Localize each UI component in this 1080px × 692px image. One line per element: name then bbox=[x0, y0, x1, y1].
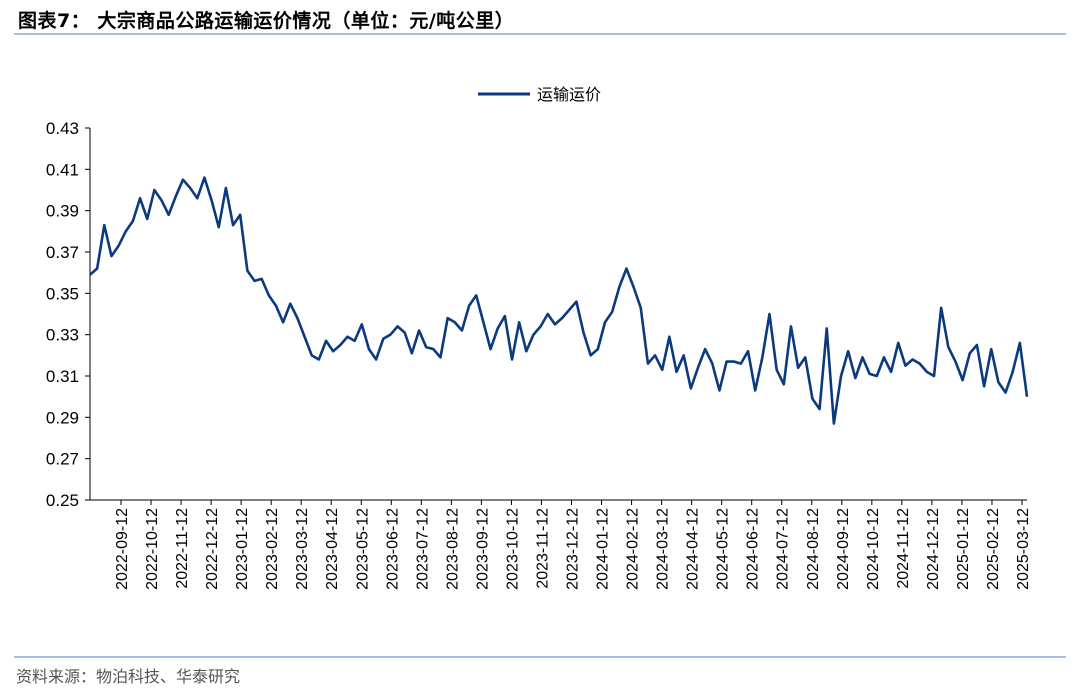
y-tick-label: 0.35 bbox=[46, 284, 79, 303]
x-tick-label: 2023-04-12 bbox=[324, 508, 341, 590]
x-tick-label: 2025-02-12 bbox=[985, 508, 1002, 590]
x-tick-label: 2023-09-12 bbox=[474, 508, 491, 590]
x-tick-label: 2022-12-12 bbox=[204, 508, 221, 590]
x-tick-label: 2024-01-12 bbox=[595, 508, 612, 590]
y-tick-label: 0.31 bbox=[46, 367, 79, 386]
x-tick-label: 2024-10-12 bbox=[865, 508, 882, 590]
x-tick-label: 2024-09-12 bbox=[835, 508, 852, 590]
x-tick-label: 2022-11-12 bbox=[174, 508, 191, 589]
x-tick-label: 2023-11-12 bbox=[534, 508, 551, 589]
footer-divider bbox=[14, 656, 1066, 658]
x-tick-label: 2022-10-12 bbox=[144, 508, 161, 590]
x-tick-label: 2024-07-12 bbox=[775, 508, 792, 590]
y-tick-label: 0.27 bbox=[46, 450, 79, 469]
x-tick-label: 2023-01-12 bbox=[234, 508, 251, 590]
header-divider bbox=[14, 33, 1066, 35]
x-tick-label: 2024-11-12 bbox=[895, 508, 912, 589]
y-tick-label: 0.37 bbox=[46, 243, 79, 262]
x-tick-label: 2024-08-12 bbox=[805, 508, 822, 590]
series-group bbox=[89, 176, 1029, 425]
line-chart: 运输运价 0.25 0.27 0.29 0.31 0.33 0.35 0.37 0.39 0.4… bbox=[46, 85, 1032, 590]
x-tick-label: 2025-03-12 bbox=[1015, 508, 1032, 590]
x-tick-label: 2023-08-12 bbox=[444, 508, 461, 590]
y-tick-label: 0.43 bbox=[46, 119, 79, 138]
y-ticks: 0.25 0.27 0.29 0.31 0.33 0.35 0.37 0.39 0.41 0.43 bbox=[46, 119, 90, 510]
axes bbox=[89, 128, 1027, 501]
x-tick-label: 2023-10-12 bbox=[504, 508, 521, 590]
x-tick-label: 2023-03-12 bbox=[294, 508, 311, 590]
x-tick-label: 2024-02-12 bbox=[625, 508, 642, 590]
series-line bbox=[89, 176, 1029, 425]
x-tick-label: 2023-07-12 bbox=[414, 508, 431, 590]
x-tick-label: 2023-06-12 bbox=[384, 508, 401, 590]
x-ticks: 2022-09-12 2022-10-12 2022-11-12 2022-12-12… bbox=[114, 500, 1032, 590]
x-tick-label: 2023-05-12 bbox=[354, 508, 371, 590]
x-tick-label: 2024-12-12 bbox=[925, 508, 942, 590]
source-note: 资料来源：物泊科技、华泰研究 bbox=[16, 667, 241, 686]
legend: 运输运价 bbox=[478, 85, 601, 104]
y-tick-label: 0.29 bbox=[46, 408, 79, 427]
y-tick-label: 0.41 bbox=[46, 160, 79, 179]
x-tick-label: 2024-05-12 bbox=[715, 508, 732, 590]
y-tick-label: 0.33 bbox=[46, 326, 79, 345]
y-tick-label: 0.39 bbox=[46, 202, 79, 221]
chart-title: 图表7： 大宗商品公路运输运价情况（单位：元/吨公里） bbox=[18, 10, 515, 32]
x-tick-label: 2024-03-12 bbox=[655, 508, 672, 590]
x-tick-label: 2024-06-12 bbox=[745, 508, 762, 590]
x-tick-label: 2022-09-12 bbox=[114, 508, 131, 590]
x-tick-label: 2023-12-12 bbox=[565, 508, 582, 590]
legend-label: 运输运价 bbox=[537, 85, 601, 104]
y-tick-label: 0.25 bbox=[46, 491, 79, 510]
x-tick-label: 2023-02-12 bbox=[264, 508, 281, 590]
x-tick-label: 2025-01-12 bbox=[955, 508, 972, 590]
x-tick-label: 2024-04-12 bbox=[685, 508, 702, 590]
